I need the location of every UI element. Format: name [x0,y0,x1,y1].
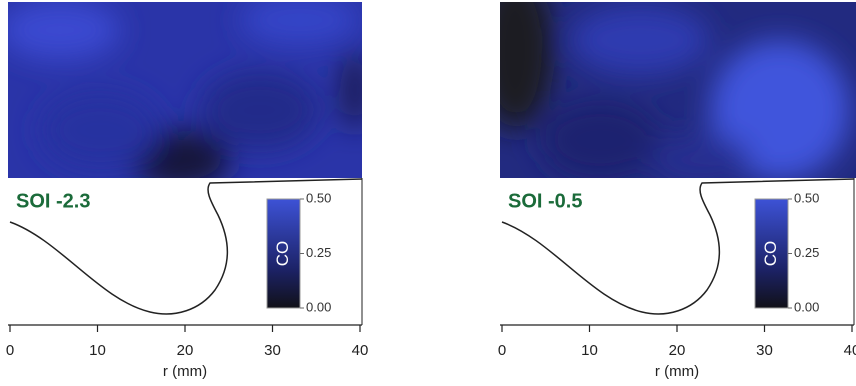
field-image [8,2,362,178]
colorbar-tick-label: 0.00 [306,299,331,314]
colorbar-tick-label: 0.50 [306,190,331,205]
panel: 0 10 20 30 40 r (mm) SOI -2.3 0.00 0.25 0.50 CO [6,178,369,380]
colorbar-tick-label: 0.50 [794,190,819,205]
x-tick-label: 20 [669,342,686,359]
x-tick-label: 40 [352,342,369,359]
panel: 0 10 20 30 40 r (mm) SOI -0.5 0.00 0.25 0.50 CO [498,178,856,380]
annotation: SOI -0.5 [508,190,582,212]
x-tick-label: 40 [844,342,856,359]
x-tick-label: 10 [581,342,598,359]
bowl-outline [501,178,855,315]
bowl-outline [9,178,363,315]
colorbar-tick-label: 0.25 [306,245,331,260]
colorbar [266,198,301,309]
colorbar [754,198,789,309]
colorbar-tick-label: 0.25 [794,245,819,260]
x-axis-label: r (mm) [655,363,699,380]
colorbar-label: CO [273,241,292,267]
colorbar-label: CO [761,241,780,267]
colorbar-tick-label: 0.00 [794,299,819,314]
x-tick-label: 20 [177,342,194,359]
x-tick-label: 0 [6,342,14,359]
x-axis-label: r (mm) [163,363,207,380]
x-tick-label: 10 [89,342,106,359]
x-tick-label: 0 [498,342,506,359]
x-tick-label: 30 [756,342,773,359]
annotation: SOI -2.3 [16,190,90,212]
field-image [500,2,856,178]
x-tick-label: 30 [264,342,281,359]
